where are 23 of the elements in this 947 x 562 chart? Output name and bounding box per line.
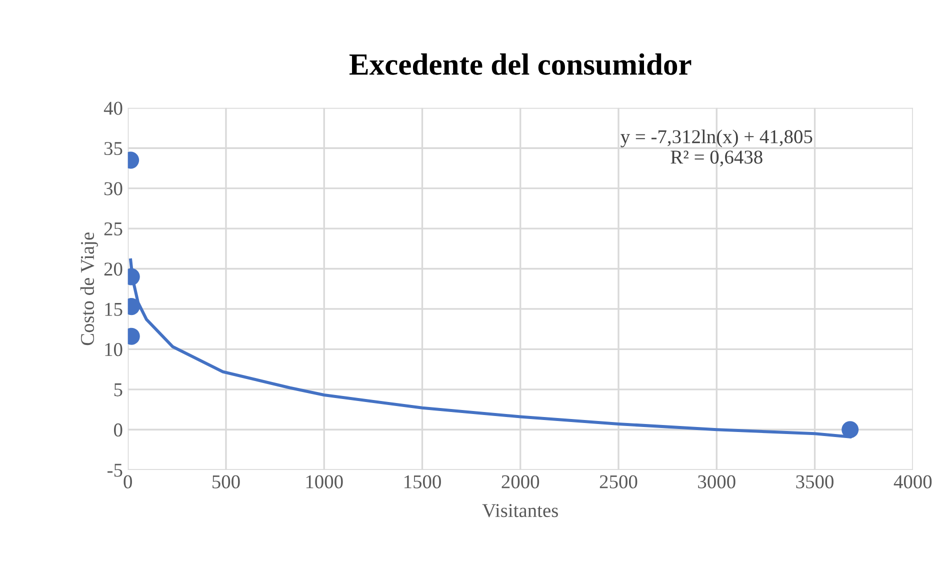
y-tick-label: 5 [114,383,122,396]
x-tick-label: 3500 [796,475,834,488]
chart-title: Excedente del consumidor [349,53,692,75]
y-tick-label: 40 [104,102,122,115]
y-tick-label: 25 [104,222,122,236]
x-axis-title: Visitantes [482,504,558,518]
y-tick-label: 10 [105,343,122,356]
x-tick-label: 0 [124,475,132,488]
x-tick-label: 2500 [600,475,638,488]
x-tick-label: 2000 [502,475,540,488]
x-tick-label: 1500 [404,475,441,488]
y-axis-title: Costo de Viaje [80,232,98,346]
y-tick-label: -5 [108,464,122,477]
y-tick-label: 15 [105,302,122,316]
x-tick-label: 4000 [894,475,932,488]
annotation: y = -7,312ln(x) + 41,805 R² = 0,6438 [620,130,812,166]
x-tick-label: 3000 [698,475,736,488]
y-tick-label: 0 [114,423,122,437]
y-tick-label: 30 [104,182,122,196]
x-tick-label: 1000 [306,475,343,488]
y-tick-label: 35 [104,142,122,156]
x-tick-label: 500 [212,475,240,488]
y-tick-label: 20 [104,262,122,276]
